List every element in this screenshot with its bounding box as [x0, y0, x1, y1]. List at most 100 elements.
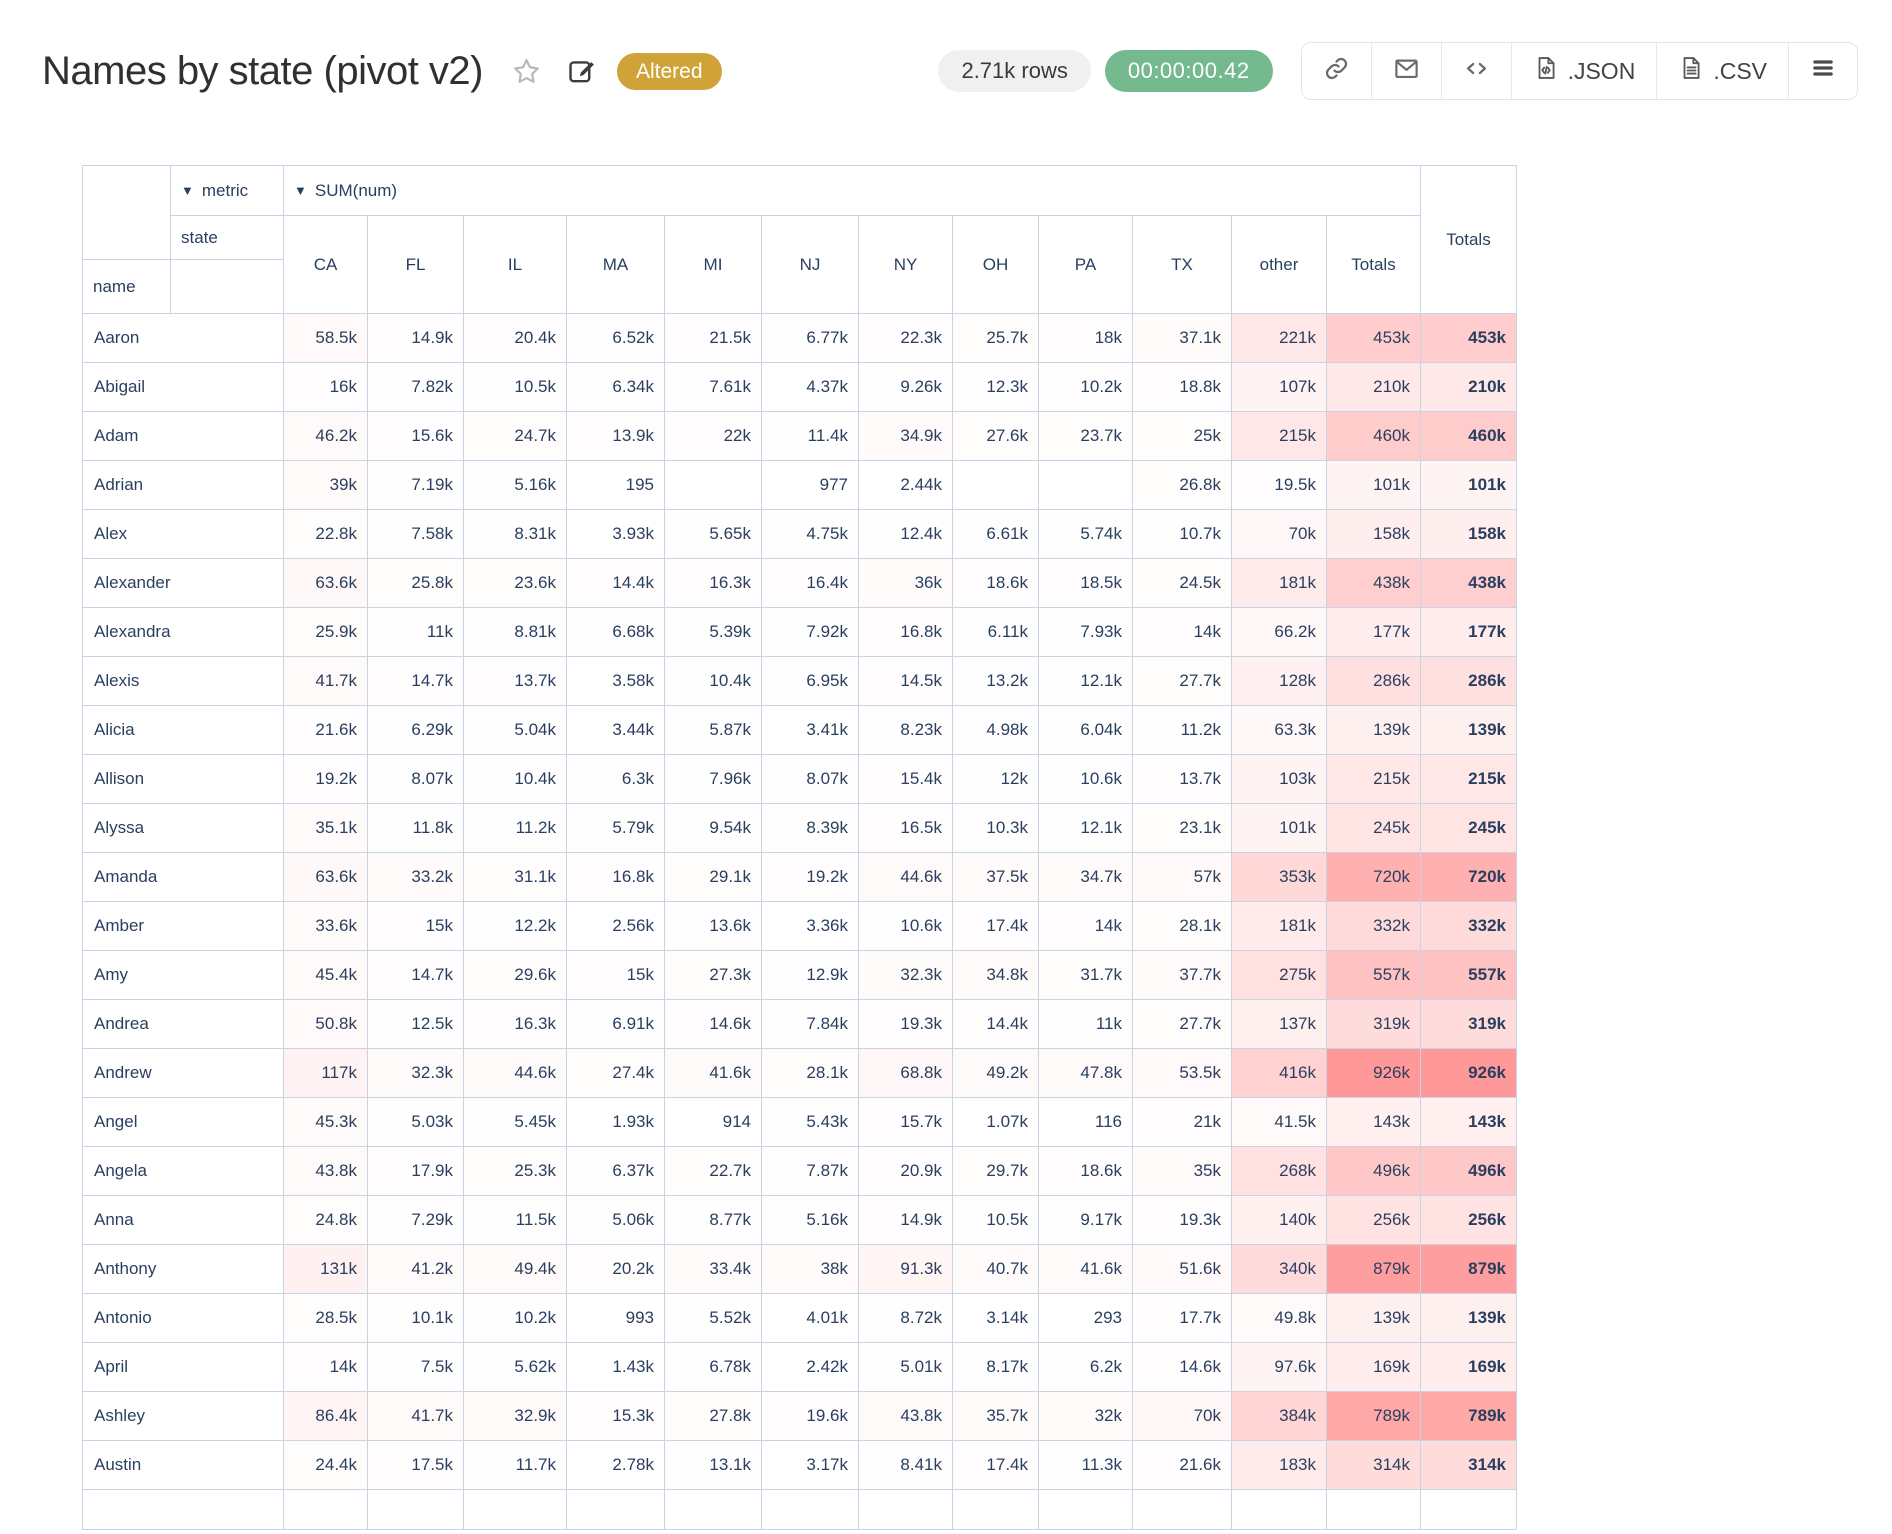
- pivot-cell: 26.8k: [1132, 460, 1232, 510]
- row-total-cell: 314k: [1420, 1440, 1517, 1490]
- email-button[interactable]: [1370, 43, 1441, 99]
- pivot-cell: 195: [566, 460, 665, 510]
- pivot-cell: 14.4k: [566, 558, 665, 608]
- pivot-cell: 20.4k: [463, 313, 567, 363]
- pivot-cell: 8.07k: [367, 754, 464, 804]
- table-row: Alexis 41.7k 14.7k 13.7k 3.58k 10.4k 6.95k 14.5…: [82, 656, 1517, 706]
- table-row: Austin 24.4k 17.5k 11.7k 2.78k 13.1k 3.17k 8.41…: [82, 1440, 1517, 1490]
- pivot-cell: 19.3k: [1132, 1195, 1232, 1245]
- pivot-cell: 63.6k: [283, 558, 368, 608]
- download-csv-button[interactable]: .CSV: [1656, 43, 1788, 99]
- pivot-cell: 19.2k: [283, 754, 368, 804]
- pivot-cell: 116: [1038, 1097, 1133, 1147]
- pivot-cell: 11k: [1038, 999, 1133, 1049]
- table-row: Alicia 21.6k 6.29k 5.04k 3.44k 5.87k 3.41k 8.23…: [82, 705, 1517, 755]
- row-total-cell: 789k: [1420, 1391, 1517, 1441]
- pivot-cell: 11.3k: [1038, 1440, 1133, 1490]
- pivot-cell: 10.4k: [463, 754, 567, 804]
- pivot-cell: 9.54k: [664, 803, 762, 853]
- row-label: Angel: [82, 1097, 284, 1147]
- pivot-cell: 720k: [1326, 852, 1421, 902]
- row-label: Anna: [82, 1195, 284, 1245]
- pivot-cell: 44.6k: [463, 1048, 567, 1098]
- pivot-cell: 139k: [1326, 705, 1421, 755]
- pivot-cell: 275k: [1231, 950, 1327, 1000]
- pivot-cell: [1231, 1489, 1327, 1530]
- pivot-cell: 103k: [1231, 754, 1327, 804]
- pivot-cell: 7.61k: [664, 362, 762, 412]
- edit-name-icon[interactable]: [566, 56, 597, 87]
- pivot-cell: 8.72k: [858, 1293, 953, 1343]
- name-axis-label[interactable]: name: [82, 259, 171, 314]
- table-row: Amber 33.6k 15k 12.2k 2.56k 13.6k 3.36k 10.6k 17…: [82, 901, 1517, 951]
- row-total-cell: 286k: [1420, 656, 1517, 706]
- metric-value-label: SUM(num): [314, 180, 398, 200]
- pivot-cell: 101k: [1326, 460, 1421, 510]
- more-menu-button[interactable]: [1788, 43, 1857, 99]
- embed-code-button[interactable]: [1440, 43, 1511, 99]
- row-total-cell: 139k: [1420, 705, 1517, 755]
- row-label: Alexis: [82, 656, 284, 706]
- pivot-cell: 16k: [283, 362, 368, 412]
- pivot-cell: 23.7k: [1038, 411, 1133, 461]
- metric-axis-dropdown[interactable]: ▼ metric: [170, 165, 284, 216]
- col-header-fl: FL: [367, 215, 464, 314]
- row-label: April: [82, 1342, 284, 1392]
- pivot-cell: 13.2k: [952, 656, 1039, 706]
- pivot-cell: 37.1k: [1132, 313, 1232, 363]
- pivot-cell: 268k: [1231, 1146, 1327, 1196]
- pivot-cell: 6.34k: [566, 362, 665, 412]
- pivot-cell: 39k: [283, 460, 368, 510]
- pivot-cell: 221k: [1231, 313, 1327, 363]
- pivot-cell: 32.9k: [463, 1391, 567, 1441]
- pivot-cell: 12.2k: [463, 901, 567, 951]
- pivot-cell: 2.42k: [761, 1342, 859, 1392]
- status-badge: Altered: [617, 52, 722, 90]
- pivot-cell: 11.5k: [463, 1195, 567, 1245]
- col-header-ny: NY: [858, 215, 953, 314]
- row-count-badge: 2.71k rows: [938, 50, 1091, 92]
- pivot-cell: 27.6k: [952, 411, 1039, 461]
- pivot-cell: 41.2k: [367, 1244, 464, 1294]
- row-label: Andrea: [82, 999, 284, 1049]
- pivot-cell: 496k: [1326, 1146, 1421, 1196]
- pivot-cell: 177k: [1326, 607, 1421, 657]
- pivot-cell: 20.2k: [566, 1244, 665, 1294]
- pivot-cell: 6.61k: [952, 509, 1039, 559]
- favorite-star-icon[interactable]: [511, 56, 542, 87]
- pivot-cell: 5.16k: [463, 460, 567, 510]
- metric-value-dropdown[interactable]: ▼ SUM(num): [283, 165, 1421, 216]
- dropdown-triangle-icon[interactable]: ▼: [181, 182, 194, 198]
- pivot-cell: 37.7k: [1132, 950, 1232, 1000]
- col-header-il: IL: [463, 215, 567, 314]
- pivot-cell: 314k: [1326, 1440, 1421, 1490]
- pivot-cell: [761, 1489, 859, 1530]
- row-total-cell: 557k: [1420, 950, 1517, 1000]
- pivot-cell: 10.2k: [463, 1293, 567, 1343]
- download-json-button[interactable]: .JSON: [1510, 43, 1657, 99]
- pivot-cell: 6.2k: [1038, 1342, 1133, 1392]
- pivot-cell: 6.29k: [367, 705, 464, 755]
- pivot-cell: 29.7k: [952, 1146, 1039, 1196]
- row-total-cell: 215k: [1420, 754, 1517, 804]
- state-axis-label[interactable]: state: [170, 215, 284, 260]
- pivot-cell: 34.8k: [952, 950, 1039, 1000]
- pivot-cell: 3.93k: [566, 509, 665, 559]
- pivot-cell: 879k: [1326, 1244, 1421, 1294]
- csv-file-icon: [1678, 55, 1704, 87]
- table-row: Alyssa 35.1k 11.8k 11.2k 5.79k 9.54k 8.39k 16.5…: [82, 803, 1517, 853]
- pivot-cell: 7.87k: [761, 1146, 859, 1196]
- pivot-cell: 5.45k: [463, 1097, 567, 1147]
- pivot-cell: 45.3k: [283, 1097, 368, 1147]
- dropdown-triangle-icon[interactable]: ▼: [294, 182, 307, 198]
- pivot-cell: 19.5k: [1231, 460, 1327, 510]
- pivot-cell: 8.31k: [463, 509, 567, 559]
- pivot-cell: 21.6k: [1132, 1440, 1232, 1490]
- pivot-cell: 183k: [1231, 1440, 1327, 1490]
- pivot-cell: 21.5k: [664, 313, 762, 363]
- pivot-cell: 5.43k: [761, 1097, 859, 1147]
- pivot-cell: 40.7k: [952, 1244, 1039, 1294]
- pivot-cell: 20.9k: [858, 1146, 953, 1196]
- copy-link-button[interactable]: [1301, 43, 1371, 99]
- pivot-cell: [858, 1489, 953, 1530]
